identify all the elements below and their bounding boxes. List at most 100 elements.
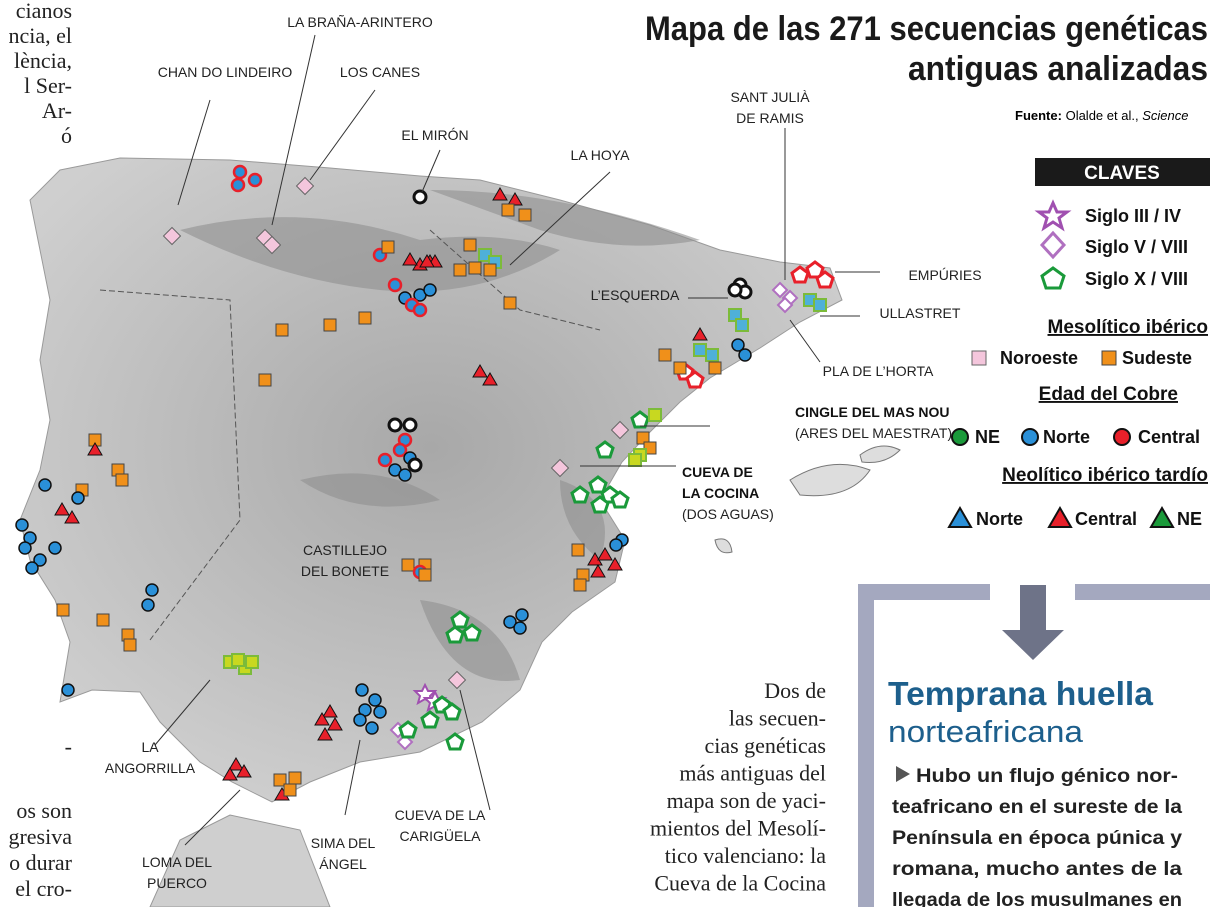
left-text: ó bbox=[61, 123, 72, 148]
place-label: LOS CANES bbox=[340, 64, 420, 80]
marker bbox=[504, 297, 516, 309]
body-line: mapa son de yaci- bbox=[667, 788, 826, 813]
sidebar-box: Temprana huella norteafricana Hubo un fl… bbox=[866, 585, 1210, 907]
body-line: mientos del Mesolí- bbox=[650, 816, 826, 841]
left-text: cianos bbox=[16, 0, 72, 23]
marker bbox=[519, 209, 531, 221]
body-line: Dos de bbox=[764, 678, 826, 703]
marker bbox=[694, 344, 706, 356]
marker bbox=[356, 684, 368, 696]
place-label: LA HOYA bbox=[571, 147, 631, 163]
marker bbox=[659, 349, 671, 361]
place-label: L’ESQUERDA bbox=[591, 287, 680, 303]
marker bbox=[284, 784, 296, 796]
marker bbox=[739, 349, 751, 361]
legend-symbol bbox=[1042, 233, 1064, 257]
marker bbox=[469, 262, 481, 274]
legend: CLAVES Siglo III / IV Siglo V / VIII Sig… bbox=[949, 158, 1210, 529]
legend-symbol bbox=[972, 351, 986, 365]
legend-item: Noroeste bbox=[1000, 348, 1078, 368]
marker bbox=[464, 239, 476, 251]
box-line: teafricano en el sureste de la bbox=[892, 797, 1182, 818]
legend-group-title: Neolítico ibérico tardío bbox=[1002, 465, 1208, 486]
marker bbox=[246, 656, 258, 668]
marker bbox=[57, 604, 69, 616]
box-text: Hubo un flujo génico nor-teafricano en e… bbox=[892, 766, 1183, 907]
marker bbox=[404, 419, 416, 431]
legend-symbol bbox=[952, 429, 968, 445]
box-line: llegada de los musulmanes en bbox=[892, 890, 1182, 907]
bullet bbox=[896, 766, 910, 782]
marker bbox=[414, 191, 426, 203]
legend-item: Norte bbox=[976, 509, 1023, 529]
place-label: ANGORRILLA bbox=[105, 760, 196, 776]
marker bbox=[124, 639, 136, 651]
place-label: LA bbox=[141, 739, 159, 755]
marker bbox=[484, 264, 496, 276]
marker bbox=[276, 324, 288, 336]
marker bbox=[389, 279, 401, 291]
place-label: DE RAMIS bbox=[736, 110, 804, 126]
left-text: - bbox=[65, 734, 72, 759]
place-label: CARIGÜELA bbox=[400, 827, 482, 844]
title: antiguas analizadas bbox=[908, 50, 1208, 88]
marker bbox=[146, 584, 158, 596]
left-text: o durar bbox=[9, 850, 73, 875]
marker bbox=[116, 474, 128, 486]
legend-item: Sudeste bbox=[1122, 348, 1192, 368]
place-label: CUEVA DE LA bbox=[395, 807, 486, 823]
legend-group-title: Mesolítico ibérico bbox=[1048, 317, 1208, 338]
legend-symbol bbox=[1102, 351, 1116, 365]
marker bbox=[514, 622, 526, 634]
left-text: Ar- bbox=[42, 98, 72, 123]
marker bbox=[409, 459, 421, 471]
marker bbox=[16, 519, 28, 531]
marker bbox=[502, 204, 514, 216]
marker bbox=[142, 599, 154, 611]
legend-symbol bbox=[1049, 508, 1071, 527]
body-line: tico valenciano: la bbox=[665, 843, 826, 868]
marker bbox=[374, 706, 386, 718]
legend-item: Siglo X / VIII bbox=[1085, 269, 1188, 289]
legend-item: Norte bbox=[1043, 427, 1090, 447]
place-label: ÁNGEL bbox=[319, 856, 367, 872]
marker bbox=[649, 409, 661, 421]
body-line: Cueva de la Cocina bbox=[654, 871, 826, 896]
body-line: más antiguas del bbox=[679, 761, 826, 786]
place-label: EL MIRÓN bbox=[401, 127, 468, 143]
place-label: CUEVA DE bbox=[682, 464, 753, 480]
marker bbox=[249, 174, 261, 186]
legend-symbol bbox=[1114, 429, 1130, 445]
legend-symbol bbox=[949, 508, 971, 527]
map: LA BRAÑA-ARINTEROCHAN DO LINDEIROLOS CAN… bbox=[0, 14, 982, 907]
place-label: DEL BONETE bbox=[301, 563, 389, 579]
marker bbox=[454, 264, 466, 276]
marker bbox=[369, 694, 381, 706]
marker bbox=[402, 559, 414, 571]
left-text: gresiva bbox=[8, 824, 72, 849]
source-text: Olalde et al., bbox=[1066, 108, 1139, 123]
marker bbox=[354, 714, 366, 726]
arrow bbox=[1002, 585, 1064, 660]
body-line: cias genéticas bbox=[704, 733, 826, 758]
place-label: SIMA DEL bbox=[311, 835, 376, 851]
legend-title: CLAVES bbox=[1084, 163, 1160, 184]
marker bbox=[26, 562, 38, 574]
body-line: las secuen- bbox=[729, 706, 826, 731]
marker bbox=[382, 241, 394, 253]
marker bbox=[379, 454, 391, 466]
place-label: PLA DE L’HORTA bbox=[823, 363, 934, 379]
marker bbox=[232, 654, 244, 666]
left-text: ncia, el bbox=[8, 23, 72, 48]
marker bbox=[232, 179, 244, 191]
marker bbox=[729, 284, 741, 296]
legend-symbol bbox=[1022, 429, 1038, 445]
place-label: (ARES DEL MAESTRAT) bbox=[795, 425, 952, 441]
marker bbox=[419, 569, 431, 581]
legend-item: Siglo V / VIII bbox=[1085, 237, 1188, 257]
place-label: CINGLE DEL MAS NOU bbox=[795, 404, 950, 420]
place-label: (DOS AGUAS) bbox=[682, 506, 774, 522]
place-label: SANT JULIÀ bbox=[730, 89, 810, 105]
box-heading: Temprana huella bbox=[888, 675, 1154, 712]
place-label: LA BRAÑA-ARINTERO bbox=[287, 14, 433, 30]
